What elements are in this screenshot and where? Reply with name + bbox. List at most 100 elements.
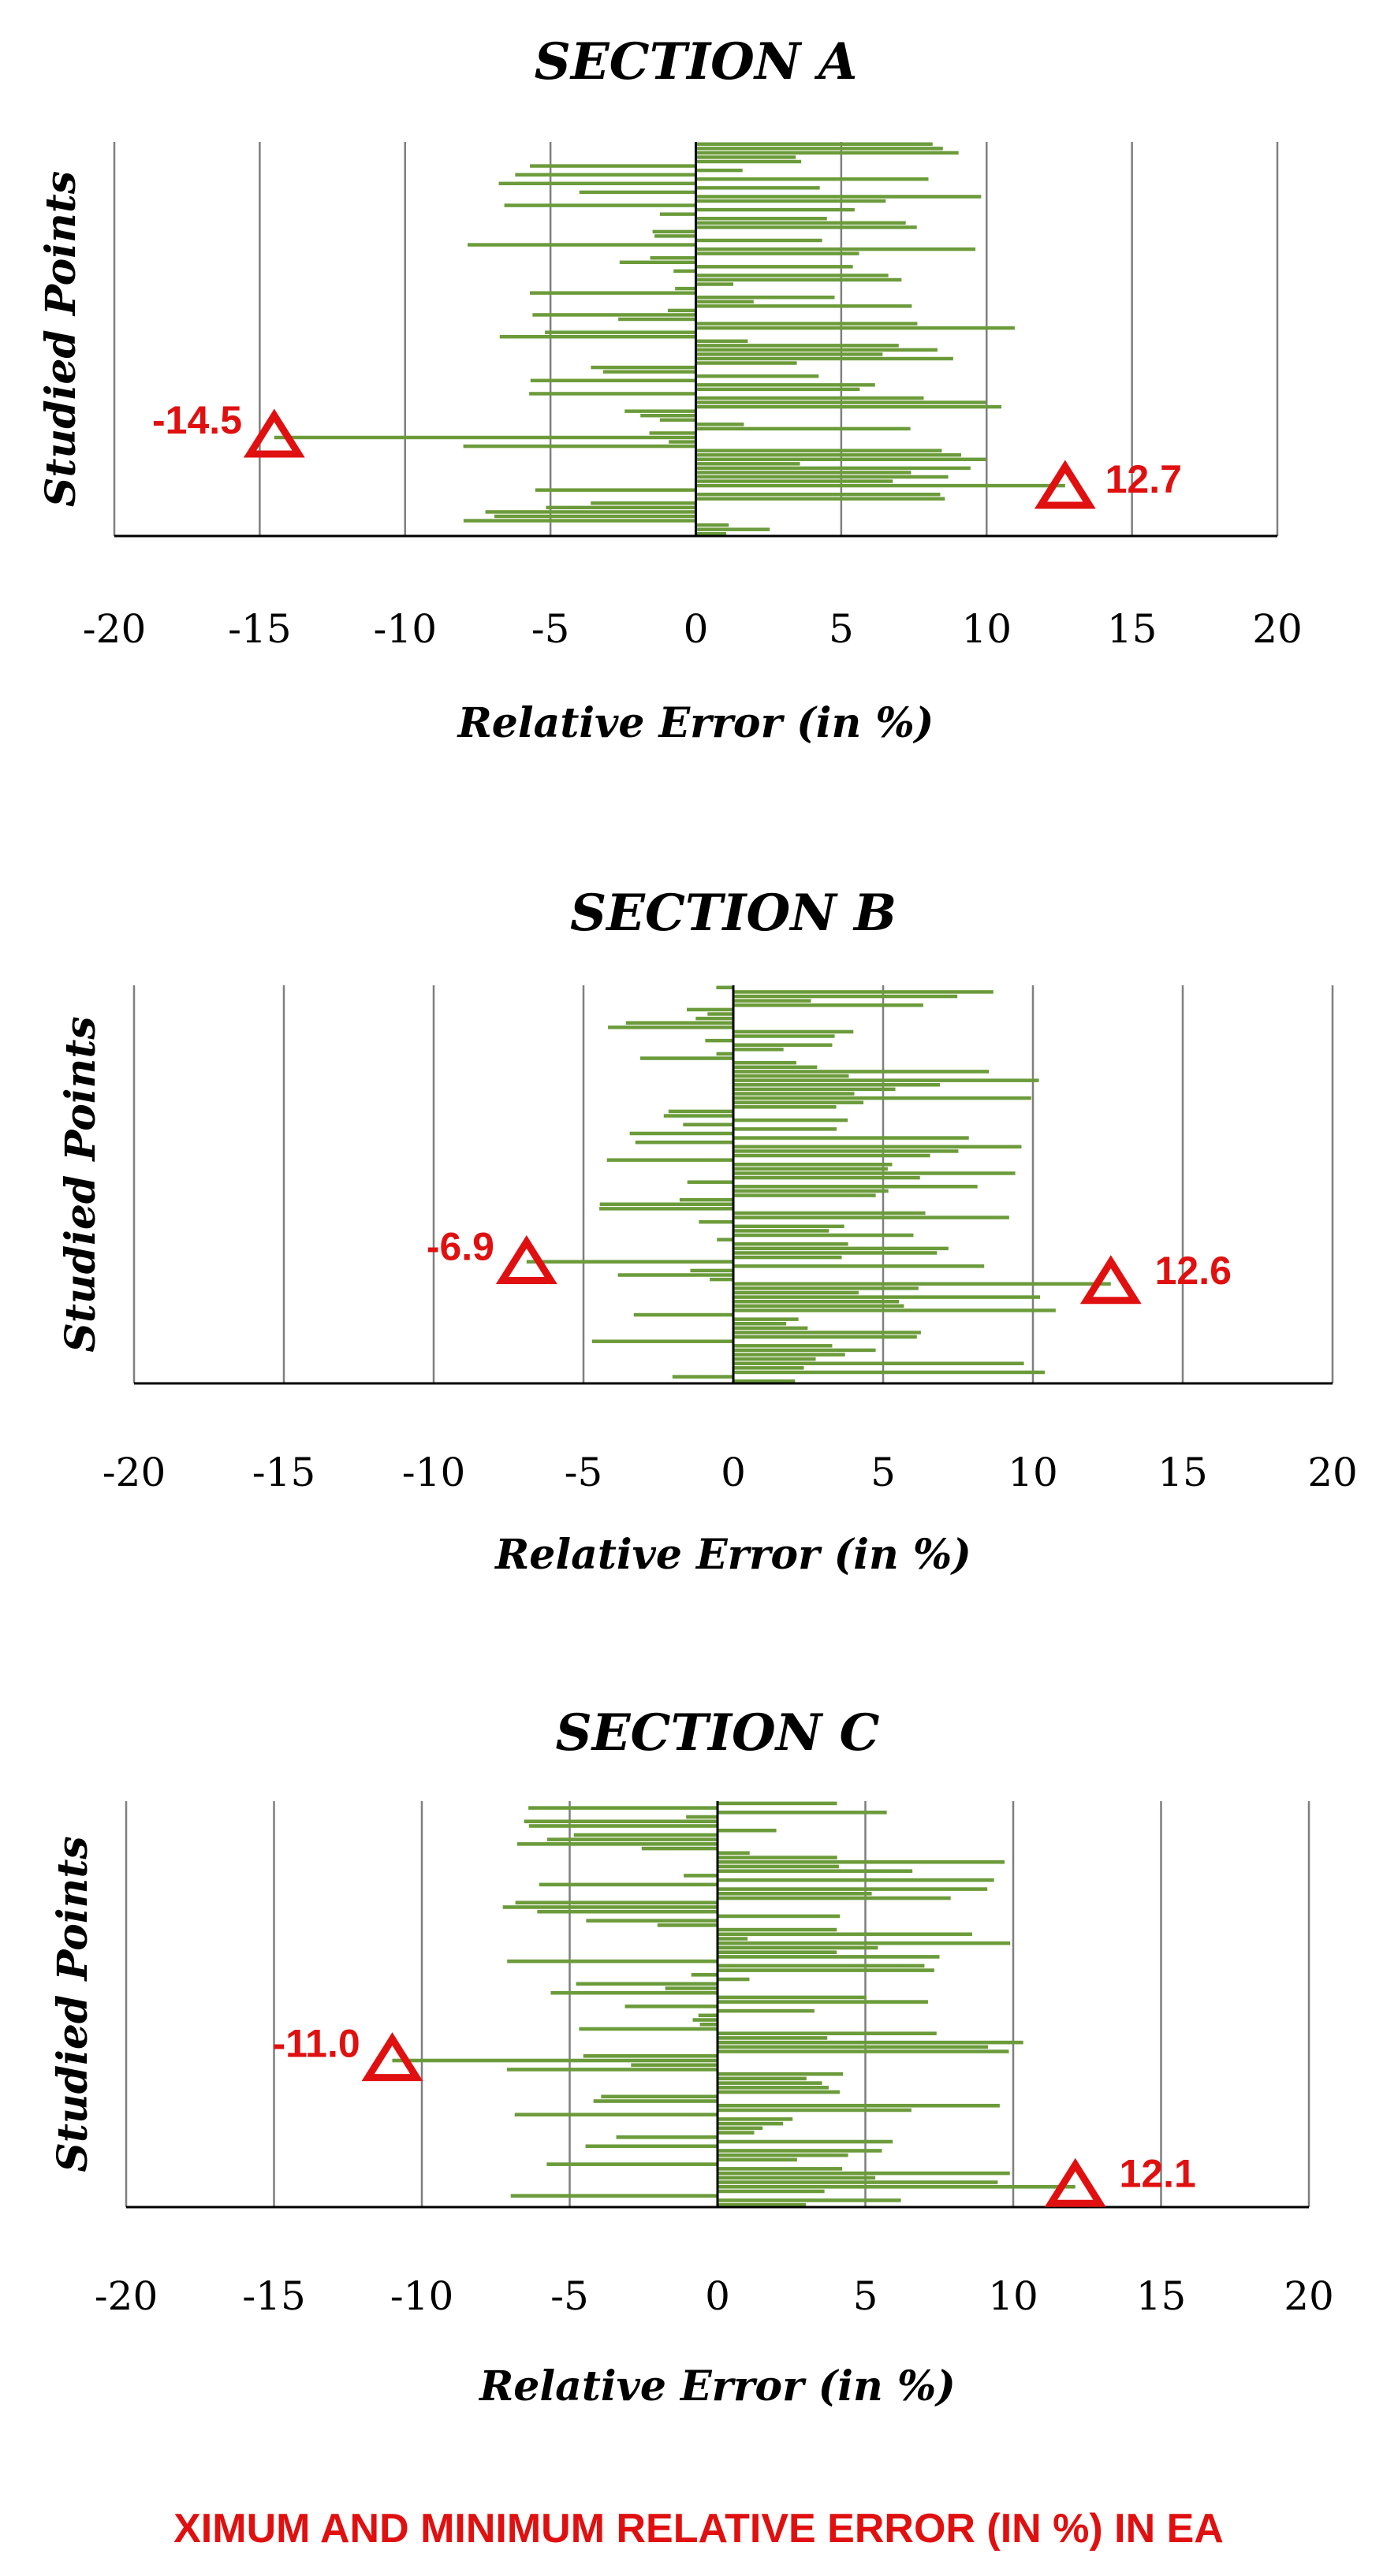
error-bar [546, 505, 696, 510]
error-bar [733, 1193, 876, 1197]
error-bar [705, 1038, 733, 1043]
error-bar [718, 1937, 748, 1941]
error-bar [733, 1153, 930, 1158]
error-bar [718, 1892, 872, 1896]
error-bar [633, 1312, 733, 1317]
error-bar [733, 1229, 829, 1233]
error-bar [733, 1083, 941, 1087]
error-bar [733, 1127, 837, 1131]
error-bar [672, 1375, 733, 1379]
error-bar [733, 1048, 784, 1052]
error-bar [718, 2149, 882, 2153]
error-bar [707, 1012, 733, 1016]
error-bar [718, 2103, 1000, 2108]
error-bar [695, 356, 953, 361]
error-bar [514, 2113, 718, 2116]
error-bar [699, 1219, 733, 1224]
error-bar [718, 2157, 797, 2162]
error-bar [624, 2005, 718, 2008]
min-value-label: -11.0 [272, 2022, 360, 2066]
max-marker [1044, 2157, 1106, 2207]
error-bar [579, 190, 696, 195]
error-bar [695, 400, 986, 404]
error-bar [733, 999, 811, 1003]
error-bar [695, 339, 748, 343]
error-bar [695, 479, 893, 483]
error-bar [733, 1255, 842, 1260]
error-bar [718, 2108, 911, 2113]
error-bar [695, 221, 906, 225]
error-bar [718, 1945, 878, 1950]
error-bar [539, 1882, 718, 1887]
error-bar [498, 181, 696, 185]
error-bar [573, 1833, 718, 1837]
error-bar [733, 1361, 1024, 1365]
error-bar [733, 994, 958, 999]
error-bar [510, 2194, 718, 2198]
error-bar [733, 1379, 796, 1383]
footer-caption: XIMUM AND MINIMUM RELATIVE ERROR (IN %) … [173, 2506, 1224, 2552]
error-bar [532, 313, 696, 317]
error-bar [695, 527, 770, 531]
error-bar [535, 488, 696, 492]
error-bar [619, 260, 696, 264]
error-bar [463, 519, 696, 523]
error-bar [733, 1224, 844, 1229]
error-bar [733, 1092, 855, 1096]
section-a-chart: SECTION A -20 -15 -10 -5 0 5 10 15 20 Studied Poin… [37, 32, 1303, 747]
error-bar [733, 1215, 1009, 1219]
error-bar [695, 247, 976, 251]
max-marker [1079, 1255, 1142, 1305]
x-axis-label: Relative Error (in %) [478, 2362, 956, 2410]
error-bar [668, 1109, 733, 1114]
error-bar [695, 277, 902, 282]
error-bar [274, 435, 696, 440]
error-bar [733, 1326, 808, 1331]
error-bar [718, 2049, 1009, 2053]
error-bar [695, 282, 734, 286]
error-bar [515, 1900, 718, 1905]
x-tick-label: 10 [988, 2273, 1038, 2319]
error-bar [718, 2031, 937, 2035]
error-bar [733, 1353, 845, 1357]
x-tick-label: -20 [103, 1450, 166, 1495]
error-bar [695, 497, 945, 501]
x-tick-label: 5 [829, 606, 854, 652]
error-bar [695, 374, 819, 378]
error-bar [686, 1815, 718, 1819]
error-bar [695, 471, 911, 475]
error-bar [695, 225, 917, 229]
error-bar [733, 1003, 923, 1007]
error-bar [718, 2086, 829, 2090]
x-tick-label: -15 [242, 2273, 306, 2319]
error-bar [733, 1348, 876, 1353]
error-bar [601, 2094, 718, 2099]
x-axis-label: Relative Error (in %) [494, 1531, 971, 1579]
error-bar [733, 1286, 919, 1290]
error-bar [733, 1335, 917, 1339]
y-axis-label: Studied Points [37, 171, 85, 507]
error-bar [537, 1909, 718, 1914]
error-bar [516, 1842, 718, 1846]
error-bar [667, 308, 696, 313]
error-bar [733, 1087, 896, 1092]
max-value-label: 12.1 [1120, 2151, 1196, 2195]
x-tick-label: -10 [390, 2273, 454, 2319]
x-axis-label: Relative Error (in %) [457, 699, 934, 747]
error-bar [733, 1074, 849, 1078]
x-tick-label: 10 [1008, 1450, 1058, 1495]
error-bar [733, 1357, 816, 1361]
error-bar [710, 1277, 733, 1282]
error-bar [695, 300, 754, 303]
error-bar [718, 1927, 837, 1932]
error-bar [695, 493, 941, 497]
error-bar [606, 1158, 733, 1162]
error-bar [695, 404, 1002, 409]
x-tick-label: -15 [228, 606, 292, 652]
x-tick-label: 10 [961, 606, 1012, 652]
error-bar [583, 2054, 718, 2058]
error-bar [733, 1171, 1016, 1175]
min-value-label: -6.9 [427, 1225, 494, 1269]
x-tick-label: 0 [705, 2273, 730, 2319]
